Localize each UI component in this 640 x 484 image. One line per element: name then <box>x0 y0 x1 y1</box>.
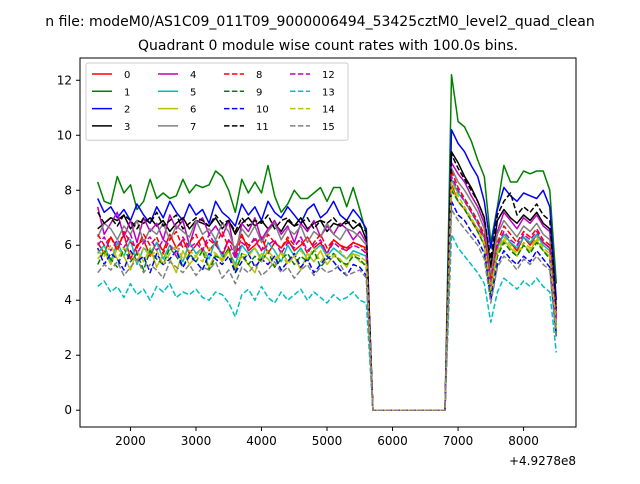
legend-label-3: 3 <box>124 122 130 133</box>
y-tick-label: 8 <box>64 183 72 197</box>
legend-label-1: 1 <box>124 87 130 98</box>
x-offset-label: +4.9278e8 <box>509 454 576 468</box>
series-line-14 <box>97 181 558 411</box>
legend-label-11: 11 <box>256 122 269 133</box>
x-tick-label: 6000 <box>377 434 408 448</box>
series-line-15 <box>97 208 558 411</box>
legend-label-4: 4 <box>190 70 196 81</box>
series-line-11 <box>97 153 558 411</box>
legend-label-6: 6 <box>190 105 196 116</box>
y-tick-label: 12 <box>57 73 72 87</box>
x-tick-label: 7000 <box>443 434 474 448</box>
x-tick-label: 8000 <box>508 434 539 448</box>
legend-label-10: 10 <box>256 105 269 116</box>
legend-label-2: 2 <box>124 105 130 116</box>
legend-label-14: 14 <box>322 105 335 116</box>
legend-label-9: 9 <box>256 87 262 98</box>
y-tick-label: 2 <box>64 348 72 362</box>
legend-label-7: 7 <box>190 122 196 133</box>
legend-label-15: 15 <box>322 122 335 133</box>
x-tick-label: 4000 <box>246 434 277 448</box>
x-tick-label: 3000 <box>181 434 212 448</box>
x-tick-label: 5000 <box>312 434 343 448</box>
legend-label-5: 5 <box>190 87 196 98</box>
y-tick-label: 10 <box>57 128 72 142</box>
y-tick-label: 0 <box>64 403 72 417</box>
legend-label-12: 12 <box>322 70 335 81</box>
plot-layer <box>96 74 558 411</box>
series-line-8 <box>97 170 558 411</box>
y-tick-label: 6 <box>64 238 72 252</box>
legend-label-13: 13 <box>322 87 335 98</box>
legend-label-0: 0 <box>124 70 130 81</box>
x-tick-label: 2000 <box>115 434 146 448</box>
figure-suptitle: n file: modeM0/AS1C09_011T09_9000006494_… <box>45 14 594 30</box>
series-line-4 <box>96 162 558 411</box>
series-line-2 <box>97 129 558 411</box>
series-line-1 <box>96 74 558 411</box>
series-line-7 <box>97 167 558 411</box>
legend-label-8: 8 <box>256 70 262 81</box>
axes-frame <box>79 57 577 428</box>
series-line-9 <box>97 189 558 411</box>
legend-box <box>85 62 349 141</box>
series-line-13 <box>97 233 558 411</box>
chart-title: Quadrant 0 module wise count rates with … <box>138 38 518 54</box>
series-line-6 <box>97 186 558 411</box>
y-tick-label: 4 <box>64 293 72 307</box>
